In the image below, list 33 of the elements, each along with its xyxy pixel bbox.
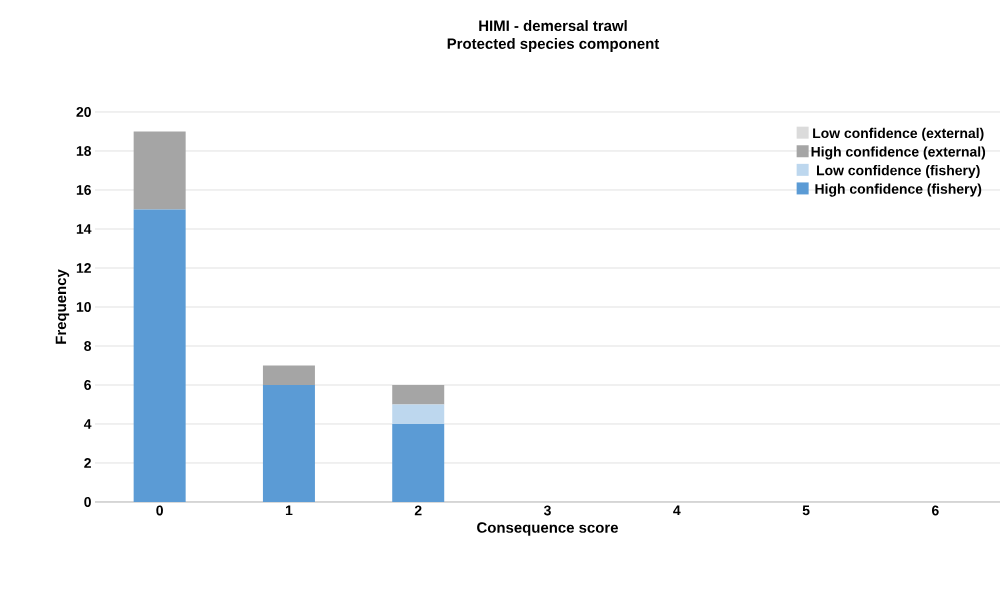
bar bbox=[133, 131, 186, 210]
bar bbox=[392, 384, 445, 405]
bar bbox=[262, 384, 315, 502]
bar bbox=[262, 365, 315, 385]
x-tick-label: 2 bbox=[414, 505, 422, 516]
y-tick-label: 14 bbox=[76, 224, 92, 234]
y-tick-label: 8 bbox=[84, 341, 92, 351]
y-tick-label: 20 bbox=[76, 107, 91, 117]
x-tick-label: 6 bbox=[932, 505, 939, 516]
y-tick-label: 4 bbox=[83, 419, 92, 429]
y-tick-label: 2 bbox=[84, 458, 91, 468]
x-tick-label: 0 bbox=[156, 505, 163, 516]
x-tick-label: 3 bbox=[543, 505, 551, 516]
x-axis-title: Consequence score bbox=[477, 522, 618, 536]
legend-label: Low confidence (external) bbox=[813, 127, 984, 141]
legend-label: Low confidence (fishery) bbox=[817, 165, 980, 179]
x-tick-label: 4 bbox=[673, 505, 681, 516]
x-tick-label: 1 bbox=[285, 505, 293, 516]
y-tick-label: 0 bbox=[84, 497, 91, 507]
bar bbox=[392, 423, 445, 502]
y-axis-title: Frequency bbox=[55, 269, 70, 344]
x-tick-label: 5 bbox=[802, 505, 810, 516]
y-tick-label: 12 bbox=[76, 263, 91, 273]
y-tick-label: 10 bbox=[76, 302, 91, 312]
bar bbox=[133, 209, 186, 502]
y-tick-label: 18 bbox=[76, 146, 92, 156]
y-tick-label: 6 bbox=[84, 380, 91, 390]
chart-title: HIMI - demersal trawl bbox=[479, 20, 627, 32]
bar bbox=[392, 404, 445, 424]
chart-subtitle: Protected species component bbox=[447, 37, 660, 52]
y-tick-label: 16 bbox=[76, 185, 91, 195]
legend-label: High confidence (external) bbox=[811, 146, 986, 160]
legend-label: High confidence (fishery) bbox=[815, 183, 982, 197]
